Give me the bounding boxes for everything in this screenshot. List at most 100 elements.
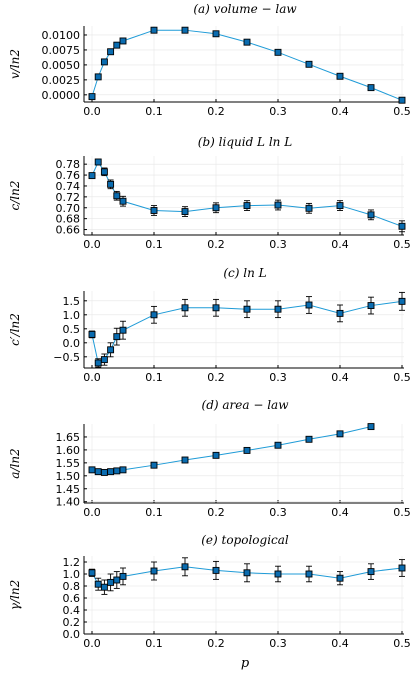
data-point [113,41,121,49]
data-point [107,468,115,476]
chart-panel-3: (c) ln L0.0 0.1 0.2 0.3 0.4 0.5−0.50.00.51.01… [8,266,411,384]
data-point [243,202,251,210]
data-point [100,168,108,176]
x-tick-label: 0.3 [269,506,287,519]
y-tick-label: 0.78 [56,158,81,171]
data-point [336,574,344,582]
series-line [91,426,372,473]
data-point [398,222,406,230]
data-point [113,467,121,475]
x-tick-label: 0.4 [331,371,349,384]
x-tick-label: 0.0 [83,506,101,519]
data-point [88,569,96,577]
data-point [100,356,108,364]
data-point [119,197,127,205]
x-tick-label: 0.1 [145,105,163,118]
y-axis-label: c′/ln2 [8,313,22,346]
x-tick-label: 0.4 [331,506,349,519]
y-tick-label: 1.40 [56,496,81,509]
chart-title: (a) volume − law [193,2,297,16]
data-point [150,26,158,34]
data-point [212,204,220,212]
y-tick-label: 1.60 [56,444,81,457]
x-tick-label: 0.0 [83,238,101,251]
x-tick-label: 0.4 [331,105,349,118]
x-tick-label: 0.0 [83,371,101,384]
chart-panel-4: (d) area − law 0.0 0.1 0.2 0.3 0.4 0.5 1.401.45… [8,398,411,519]
data-point [119,466,127,474]
data-point [88,466,96,474]
data-point [88,93,96,101]
data-point [119,37,127,45]
data-point [94,158,102,166]
data-point [150,207,158,214]
data-point [150,311,158,319]
series-line [91,160,403,227]
data-point [150,567,158,575]
data-point [119,326,127,334]
x-tick-label: 0.1 [145,637,163,650]
y-tick-label: 0.6 [63,592,81,605]
y-tick-label: 0.0000 [42,89,81,102]
data-point [88,330,96,338]
y-tick-label: 1.0 [63,309,81,322]
data-point [274,201,282,209]
data-point [181,208,189,216]
data-point [243,569,251,577]
chart-title: (c) ln L [223,266,266,280]
y-tick-label: 0.68 [56,213,81,226]
data-point [305,570,313,578]
data-point [107,48,115,56]
y-tick-label: 1.55 [56,457,81,470]
y-tick-label: 0.70 [56,202,81,215]
data-point [107,578,115,586]
chart-panel-1: (a) volume − law 0.0 0.1 0.2 0.3 0.4 0.5 0.0000… [8,2,411,118]
data-point [305,60,313,68]
y-tick-label: 1.5 [63,295,81,308]
x-tick-label: 0.5 [393,371,411,384]
y-tick-label: 0.0100 [42,29,81,42]
chart-title: (e) topological [201,533,289,547]
y-axis-label: c/ln2 [8,181,22,211]
y-tick-label: 0.5 [63,323,81,336]
x-tick-label: 0.2 [207,506,225,519]
x-tick-label: 0.3 [269,105,287,118]
y-tick-label: 0.0050 [42,59,81,72]
data-point [212,451,220,459]
y-axis-label: γ/ln2 [8,580,22,610]
data-point [367,211,375,219]
data-point [398,297,406,305]
y-tick-label: 0.4 [63,604,81,617]
x-axis-label: p [241,656,250,671]
x-tick-label: 0.3 [269,238,287,251]
data-point [367,302,375,310]
y-tick-label: 0.74 [56,180,81,193]
data-point [181,26,189,34]
data-point [212,566,220,574]
data-point [305,204,313,212]
x-tick-label: 0.4 [331,238,349,251]
data-point [94,359,102,367]
x-tick-label: 0.1 [145,371,163,384]
data-point [336,202,344,210]
y-tick-label: 1.2 [63,556,81,569]
data-point [367,84,375,92]
data-point [100,583,108,591]
data-point [119,572,127,580]
data-point [274,48,282,56]
y-tick-label: 0.76 [56,169,81,182]
data-point [336,309,344,317]
data-point [181,563,189,571]
data-point [94,580,102,588]
x-tick-label: 0.2 [207,238,225,251]
x-tick-label: 0.4 [331,637,349,650]
data-point [305,435,313,443]
x-tick-label: 0.5 [393,506,411,519]
data-point [274,441,282,449]
data-point [398,564,406,572]
data-point [113,576,121,584]
data-point [336,72,344,80]
x-tick-label: 0.1 [145,506,163,519]
y-tick-label: 0.0025 [42,74,81,87]
